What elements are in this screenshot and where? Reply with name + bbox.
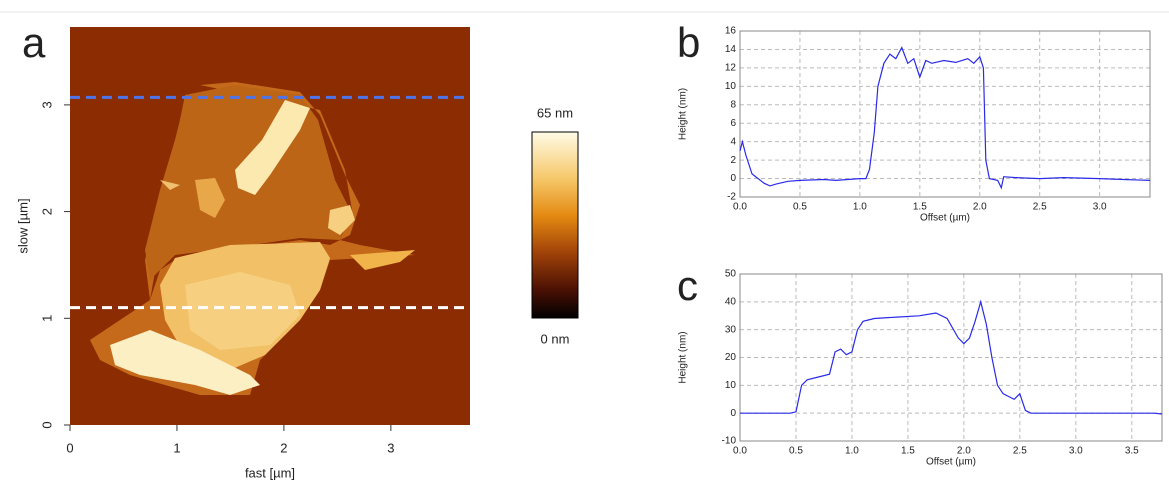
x-axis-label: fast [µm] <box>245 465 295 480</box>
x-tick-label: 3 <box>387 440 394 455</box>
y-tick-label: 14 <box>725 44 737 55</box>
y-tick-label: 2 <box>39 208 54 215</box>
y-tick-label: 50 <box>725 269 737 280</box>
colorbar <box>531 131 579 319</box>
plot-frame <box>739 30 1151 198</box>
y-axis-label: Height (nm) <box>678 331 689 383</box>
y-tick-label: 6 <box>730 118 736 129</box>
x-tick-label: 0.0 <box>733 446 747 457</box>
colorbar-label: 0 nm <box>541 331 570 346</box>
y-tick-label: 30 <box>725 324 737 335</box>
y-axis-label: Height (nm) <box>678 88 689 140</box>
y-tick-label: 10 <box>725 380 737 391</box>
afm-image <box>70 27 470 425</box>
y-tick-label: 3 <box>39 101 54 108</box>
x-tick-label: 1.5 <box>913 202 927 213</box>
x-tick-label: 0.5 <box>793 202 807 213</box>
y-tick-label: -2 <box>727 192 736 203</box>
y-tick-label: 2 <box>730 155 736 166</box>
y-tick-label: 0 <box>730 173 736 184</box>
y-tick-label: 4 <box>730 136 736 147</box>
y-tick-label: 40 <box>725 296 737 307</box>
colorbar-label: 65 nm <box>537 105 573 120</box>
y-tick-label: 0 <box>730 408 736 419</box>
panel-label: a <box>22 19 46 66</box>
x-tick-label: 2 <box>280 440 287 455</box>
y-tick-label: 20 <box>725 352 737 363</box>
y-tick-label: 8 <box>730 99 736 110</box>
x-tick-label: 1.5 <box>901 446 915 457</box>
x-tick-label: 1.0 <box>845 446 859 457</box>
x-tick-label: 3.0 <box>1069 446 1083 457</box>
y-tick-label: 0 <box>39 421 54 428</box>
x-axis-label: Offset (µm) <box>920 213 970 224</box>
profile-curve <box>739 46 1151 190</box>
x-axis-label: Offset (µm) <box>926 457 976 468</box>
x-tick-label: 1.0 <box>853 202 867 213</box>
x-tick-label: 3.0 <box>1093 202 1107 213</box>
y-tick-label: 12 <box>725 63 737 74</box>
y-tick-label: 16 <box>725 26 737 37</box>
y-tick-label: 1 <box>39 315 54 322</box>
y-tick-label: 10 <box>725 81 737 92</box>
x-tick-label: 0.0 <box>733 202 747 213</box>
plot-frame <box>739 273 1163 442</box>
x-tick-label: 2.0 <box>973 202 987 213</box>
profile-curve <box>740 299 1163 415</box>
x-tick-label: 2.0 <box>957 446 971 457</box>
x-tick-label: 1 <box>173 440 180 455</box>
panel-label: c <box>677 262 698 309</box>
x-tick-label: 0.5 <box>789 446 803 457</box>
panel-label: b <box>677 19 700 66</box>
x-tick-label: 2.5 <box>1033 202 1047 213</box>
x-tick-label: 2.5 <box>1013 446 1027 457</box>
y-axis-label: slow [µm] <box>15 198 30 253</box>
y-tick-label: -10 <box>722 436 737 447</box>
x-tick-label: 0 <box>66 440 73 455</box>
x-tick-label: 3.5 <box>1125 446 1139 457</box>
